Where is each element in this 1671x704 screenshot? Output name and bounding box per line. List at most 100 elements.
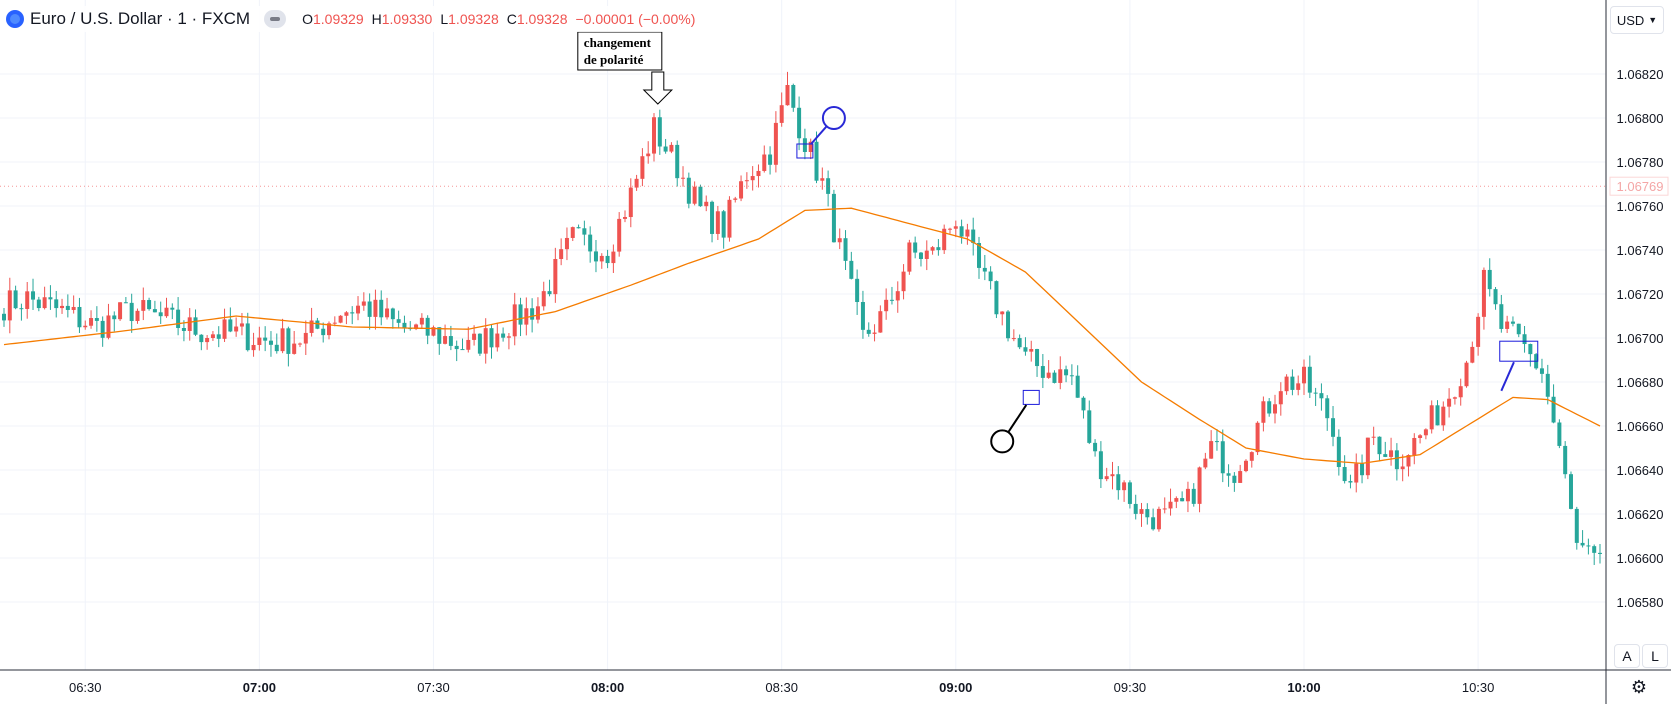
log-scale-button[interactable]: L [1642, 644, 1668, 668]
currency-label: USD [1616, 12, 1645, 28]
candle-body [297, 343, 302, 345]
grid [0, 0, 1606, 670]
candle-body [1197, 467, 1202, 504]
candle [1046, 360, 1051, 379]
candle [1458, 378, 1463, 406]
candle [988, 266, 993, 290]
candle-body [791, 85, 796, 108]
candle [112, 311, 117, 332]
candle [599, 253, 604, 269]
candle [669, 142, 674, 154]
annotation-marker [1499, 340, 1539, 392]
gear-icon[interactable]: ⚙ [1630, 676, 1648, 697]
candle-body [1232, 475, 1237, 483]
candle-body [1168, 501, 1173, 509]
candle [1098, 441, 1103, 489]
candle [866, 322, 871, 337]
candle [385, 297, 390, 320]
candle [147, 297, 152, 311]
candle-body [535, 306, 540, 320]
candle [1081, 396, 1086, 419]
candle-body [895, 291, 900, 301]
candle [634, 174, 639, 191]
candle-body [942, 228, 947, 251]
candle-body [344, 312, 349, 316]
candle [768, 146, 773, 175]
candle [489, 324, 494, 359]
candle-body [1458, 386, 1463, 398]
candle-body [1377, 436, 1382, 455]
candle-body [884, 299, 889, 312]
candle [19, 303, 24, 321]
candle-body [292, 343, 297, 354]
candle [617, 212, 622, 257]
candle [930, 246, 935, 255]
candle [1023, 337, 1028, 356]
marker-box [1499, 340, 1539, 362]
candle [895, 281, 900, 313]
candle [588, 226, 593, 263]
candle-body [13, 290, 18, 309]
candle-body [686, 177, 691, 204]
candle-body [547, 291, 552, 295]
candle-body [7, 290, 12, 321]
candle [1168, 488, 1173, 516]
callout-text: de polarité [584, 52, 644, 67]
symbol-title[interactable]: Euro / U.S. Dollar · 1 · FXCM [30, 9, 251, 28]
candle-body [19, 308, 24, 310]
candle [181, 320, 186, 342]
candle [1487, 258, 1492, 297]
candle-body [1191, 488, 1196, 504]
candle-body [274, 344, 279, 352]
currency-select[interactable]: USD ▼ [1610, 6, 1664, 34]
candle [1000, 311, 1005, 326]
candle-body [930, 247, 935, 251]
candle-body [460, 349, 465, 351]
candle-body [1069, 375, 1074, 377]
candle [1394, 443, 1399, 481]
candle [1191, 483, 1196, 507]
candle-body [652, 117, 657, 154]
candle [216, 326, 221, 348]
candle [338, 315, 343, 324]
candle [1365, 437, 1370, 480]
candle [54, 290, 59, 318]
candle [1232, 472, 1237, 492]
candle-body [675, 144, 680, 179]
hide-legend-icon[interactable] [264, 10, 287, 28]
candle-body [199, 334, 204, 343]
x-tick-label: 08:00 [591, 680, 624, 695]
candle [1110, 461, 1115, 490]
candle [1331, 405, 1336, 447]
auto-scale-button[interactable]: A [1614, 644, 1640, 668]
candle [13, 285, 18, 310]
candle [924, 240, 929, 271]
candle-body [977, 243, 982, 268]
candle-body [1104, 476, 1109, 480]
candle-body [1400, 466, 1405, 470]
candle-body [437, 327, 442, 344]
candle-body [158, 312, 163, 317]
candle-body [414, 324, 419, 330]
candle-body [1029, 349, 1034, 352]
candle-body [611, 251, 616, 264]
candle [1592, 544, 1597, 565]
candle-body [965, 229, 970, 237]
candle [1243, 459, 1248, 473]
candle-body [1122, 482, 1127, 491]
candle [808, 138, 813, 160]
candle-body [1568, 474, 1573, 509]
candle-body [210, 334, 215, 338]
candle [959, 219, 964, 244]
candle-body [768, 154, 773, 165]
y-tick-label: 1.06740 [1617, 243, 1664, 258]
candle [89, 310, 94, 329]
candle-body [936, 247, 941, 251]
candle [1238, 464, 1243, 483]
candle [1087, 400, 1092, 445]
candle-body [1319, 393, 1324, 399]
candle [1011, 329, 1016, 342]
candle [1470, 341, 1475, 364]
candle [1145, 503, 1150, 525]
